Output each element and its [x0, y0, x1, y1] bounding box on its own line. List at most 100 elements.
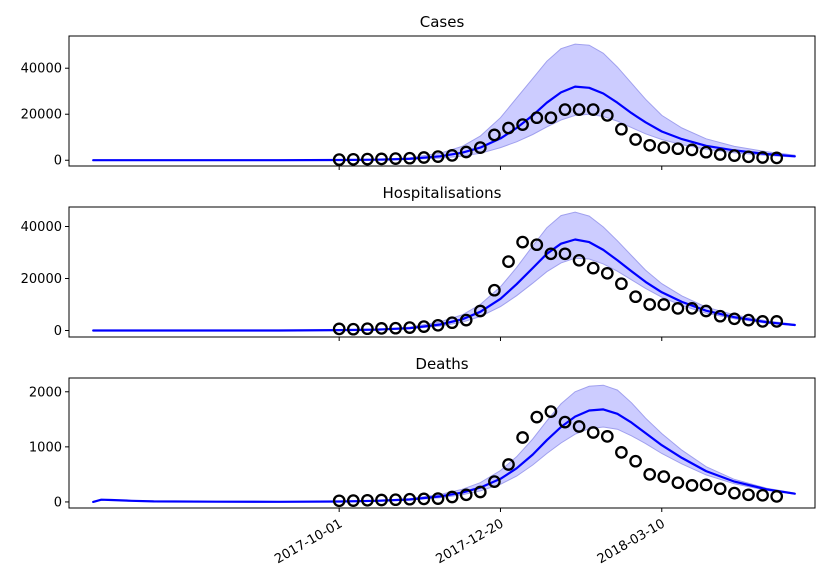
cases-y-tick-label: 40000 — [21, 62, 62, 77]
hospitalisations-observed-point — [530, 238, 544, 252]
hospitalisations-observed-point — [600, 266, 614, 280]
cases-observed-point — [643, 138, 657, 152]
deaths-observed-point — [685, 479, 699, 492]
cases-observed-point — [445, 149, 459, 162]
cases-observed-point — [488, 128, 501, 142]
deaths-observed-point — [699, 478, 713, 492]
hospitalisations-model-line — [92, 238, 796, 332]
cases-observed-point — [473, 141, 487, 154]
cases-observed-point — [431, 150, 445, 163]
deaths-x-tick-label: 2018-03-10 — [595, 516, 668, 567]
deaths-observed-point — [643, 468, 657, 481]
cases-observed-point — [586, 103, 600, 116]
hospitalisations-observed-point — [346, 322, 360, 336]
cases-axes-frame — [68, 35, 816, 167]
cases-observed-point — [742, 150, 755, 164]
cases-confidence-band — [93, 43, 796, 161]
hospitalisations-observed-point — [544, 247, 558, 261]
deaths-title: Deaths — [415, 355, 468, 373]
cases-panel: 0 20000 40000 Cases — [21, 13, 816, 170]
deaths-y-tick-label: 1000 — [29, 440, 62, 455]
hospitalisations-observed-point — [459, 313, 473, 327]
cases-observed-point — [417, 151, 431, 164]
hospitalisations-observed-point — [643, 298, 657, 311]
hospitalisations-observed-point — [770, 315, 784, 328]
hospitalisations-observed-point — [488, 283, 501, 297]
cases-y-tick-label: 20000 — [21, 108, 62, 123]
cases-observed-point — [346, 152, 360, 166]
cases-observed-point — [544, 111, 558, 125]
deaths-observed-point — [756, 488, 769, 502]
cases-observed-point — [530, 111, 544, 125]
hospitalisations-observed-point — [629, 290, 642, 304]
cases-observed-point — [516, 118, 529, 131]
deaths-observed-point — [459, 488, 473, 502]
cases-model-line — [92, 85, 796, 162]
hospitalisations-observed-point — [657, 298, 671, 311]
deaths-observed-point — [544, 405, 558, 418]
deaths-model-line — [92, 408, 796, 503]
deaths-observed-point — [558, 415, 572, 429]
deaths-observed-point — [403, 492, 417, 506]
deaths-x-tick-label: 2017-12-20 — [434, 516, 507, 567]
cases-observed-point — [615, 122, 628, 136]
deaths-observed-point — [502, 458, 515, 471]
cases-observed-point — [699, 145, 713, 159]
hospitalisations-title: Hospitalisations — [383, 184, 502, 202]
cases-observed-point — [361, 152, 374, 166]
deaths-observed-point — [417, 492, 431, 506]
cases-observed-point — [502, 121, 515, 135]
deaths-axes-frame — [68, 377, 816, 509]
deaths-observed-point — [488, 475, 501, 488]
deaths-observed-point — [361, 493, 374, 507]
deaths-observed-point — [629, 454, 642, 468]
cases-observed-point — [572, 103, 586, 116]
hospitalisations-observed-point — [671, 302, 685, 315]
hospitalisations-observed-point — [473, 304, 487, 318]
hospitalisations-observed-point — [431, 318, 445, 332]
hospitalisations-observed-point — [332, 322, 346, 336]
hospitalisations-observed-point — [558, 247, 572, 261]
cases-observed-point — [459, 145, 473, 159]
hospitalisations-observed-point — [502, 255, 515, 268]
hospitalisations-observed-point — [516, 235, 529, 249]
hospitalisations-observed-point — [713, 309, 727, 323]
hospitalisations-observed-point — [445, 316, 459, 330]
deaths-observed-point — [713, 482, 727, 496]
hospitalisations-observed-point — [403, 321, 417, 334]
hospitalisations-observed-point — [389, 321, 402, 335]
deaths-observed-point — [375, 493, 388, 507]
cases-observed-point — [657, 141, 671, 154]
deaths-observed-point — [473, 485, 487, 499]
deaths-observed-point — [516, 431, 529, 444]
hospitalisations-y-tick-label: 0 — [54, 324, 62, 339]
deaths-panel: 0 1000 2000 2017-10-01 2017-12-20 2018-03-10 D… — [29, 355, 816, 567]
hospitalisations-y-tick-label: 20000 — [21, 272, 62, 287]
deaths-observed-point — [389, 493, 402, 507]
deaths-observed-point — [346, 494, 360, 507]
hospitalisations-y-tick-label: 40000 — [21, 220, 62, 235]
deaths-x-tick-label: 2017-10-01 — [272, 516, 345, 567]
hospitalisations-observed-point — [699, 304, 713, 318]
hospitalisations-observed-point — [417, 320, 431, 333]
cases-observed-point — [756, 151, 769, 164]
cases-observed-point — [770, 151, 784, 165]
deaths-observed-point — [742, 488, 755, 502]
hospitalisations-observed-point — [375, 322, 388, 335]
cases-observed-point — [332, 153, 346, 166]
cases-observed-point — [558, 103, 572, 116]
hospitalisations-observed-point — [728, 312, 741, 326]
deaths-confidence-band — [93, 384, 796, 503]
deaths-y-tick-label: 0 — [54, 495, 62, 510]
hospitalisations-observed-point — [615, 277, 628, 291]
deaths-observed-point — [445, 490, 459, 504]
deaths-observed-point — [530, 410, 544, 424]
deaths-observed-point — [600, 430, 614, 443]
hospitalisations-observed-point — [685, 302, 699, 315]
deaths-observed-point — [615, 446, 628, 459]
deaths-observed-point — [586, 426, 600, 439]
cases-y-tick-label: 0 — [54, 154, 62, 169]
cases-observed-point — [713, 148, 727, 161]
deaths-y-tick-label: 2000 — [29, 385, 62, 400]
